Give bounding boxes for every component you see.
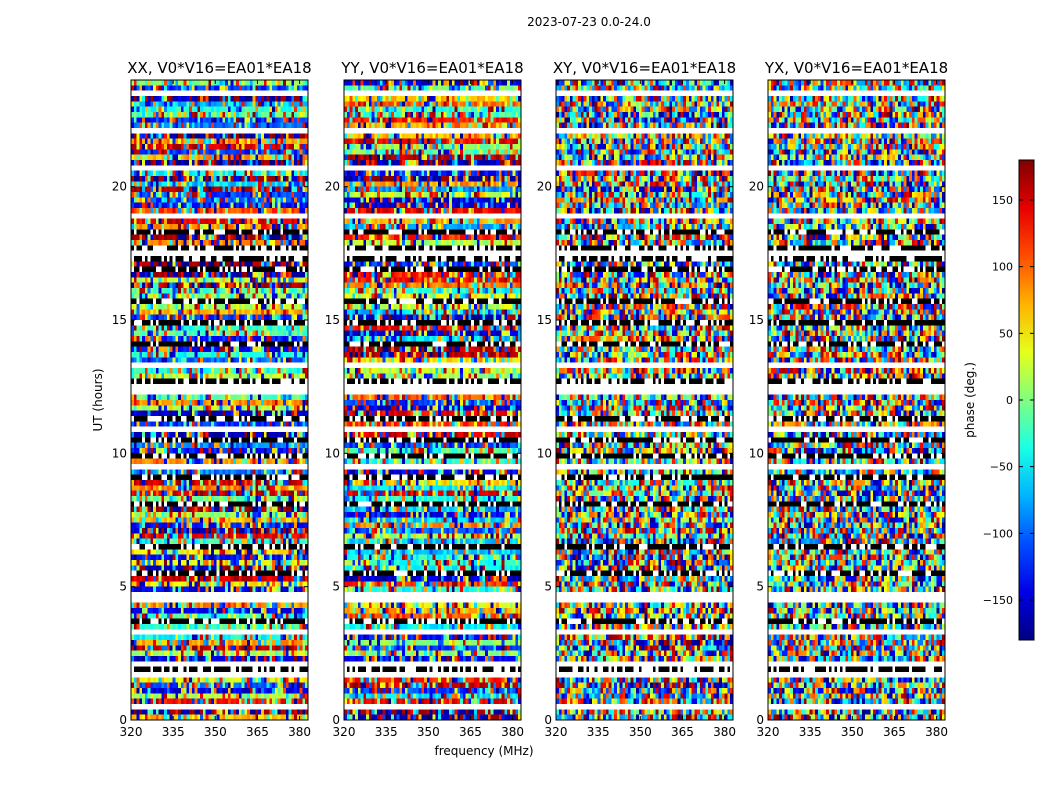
panel-4-ytick-label: 20 [749,180,764,194]
panel-4-xtick-label: 335 [799,725,822,739]
panel-3-ytick-label: 0 [544,713,552,727]
panel-3-xtick-label: 350 [629,725,652,739]
panel-2: YY, V0*V16=EA01*EA18 320 335 350 365 380 0 5 10 1… [325,59,524,739]
panel-1-frame [130,79,309,721]
panel-3-xtick-label: 365 [671,725,694,739]
panel-2-title: YY, V0*V16=EA01*EA18 [340,59,523,77]
colorbar-tick-label: −100 [983,527,1013,540]
colorbar-tick-label: 0 [1006,394,1013,407]
panel-3-xtick-label: 380 [713,725,736,739]
panel-3-frame [555,79,734,721]
panel-3-ytick-label: 20 [537,180,552,194]
panel-1: XX, V0*V16=EA01*EA18 320 335 350 365 380 0 5 10 1… [112,59,312,739]
panel-2-xtick-label: 365 [459,725,482,739]
panel-1-phase-image [131,80,308,720]
colorbar-tick-label: 50 [999,327,1013,340]
panel-1-ytick-label: 5 [119,580,127,594]
panel-4-xtick-label: 320 [757,725,780,739]
colorbar: 150 100 50 0 −50 −100 −150 [983,159,1035,641]
panel-2-ytick-label: 20 [325,180,340,194]
panel-4-ytick-label: 5 [756,580,764,594]
panel-1-xtick-label: 365 [246,725,269,739]
panel-2-ytick-label: 0 [332,713,340,727]
panel-1-ytick-label: 15 [112,313,127,327]
figure-suptitle: 2023-07-23 0.0-24.0 [527,15,651,29]
y-axis-label: UT (hours) [91,368,105,431]
panel-1-xtick-label: 335 [162,725,185,739]
panel-3-ytick-label: 10 [537,446,552,460]
panel-2-ytick-label: 5 [332,580,340,594]
panel-4-title: YX, V0*V16=EA01*EA18 [764,59,948,77]
panel-4-xtick-label: 350 [841,725,864,739]
panel-1-xtick-label: 380 [288,725,311,739]
panel-2-phase-image [344,80,521,720]
panel-1-ytick-label: 10 [112,446,127,460]
colorbar-tick-label: 100 [992,261,1013,274]
panel-4-xtick-label: 365 [883,725,906,739]
panel-4-frame [767,79,946,721]
panel-3-xtick-label: 320 [545,725,568,739]
panel-2-xtick-label: 320 [333,725,356,739]
panel-3-xtick-label: 335 [587,725,610,739]
x-axis-label: frequency (MHz) [434,744,533,758]
panel-3-title: XY, V0*V16=EA01*EA18 [553,59,736,77]
panel-3-ytick-label: 15 [537,313,552,327]
panel-1-xtick-label: 320 [120,725,143,739]
colorbar-tick-label: 150 [992,194,1013,207]
panel-3-phase-image [556,80,733,720]
panel-4-xtick-label: 380 [925,725,948,739]
colorbar-tick-label: −50 [990,461,1013,474]
panel-2-xtick-label: 335 [375,725,398,739]
panel-4-ytick-label: 15 [749,313,764,327]
panel-3-ytick-label: 5 [544,580,552,594]
panel-3: XY, V0*V16=EA01*EA18 320 335 350 365 380 0 5 10 1… [537,59,736,739]
panel-1-xtick-label: 350 [204,725,227,739]
panel-2-frame [343,79,522,721]
panel-2-xtick-label: 350 [417,725,440,739]
panel-4-ytick-label: 0 [756,713,764,727]
panel-1-ytick-label: 20 [112,180,127,194]
panels: XX, V0*V16=EA01*EA18 320 335 350 365 380 0 5 10 1… [112,59,948,739]
colorbar-tick-label: −150 [983,594,1013,607]
panel-2-ytick-label: 15 [325,313,340,327]
colorbar-label: phase (deg.) [963,362,977,438]
panel-4-phase-image [768,80,945,720]
panel-4-ytick-label: 10 [749,446,764,460]
panel-2-xtick-label: 380 [501,725,524,739]
panel-1-title: XX, V0*V16=EA01*EA18 [127,59,311,77]
panel-4: YX, V0*V16=EA01*EA18 320 335 350 365 380 0 5 10 1… [749,59,948,739]
panel-2-ytick-label: 10 [325,446,340,460]
panel-1-ytick-label: 0 [119,713,127,727]
